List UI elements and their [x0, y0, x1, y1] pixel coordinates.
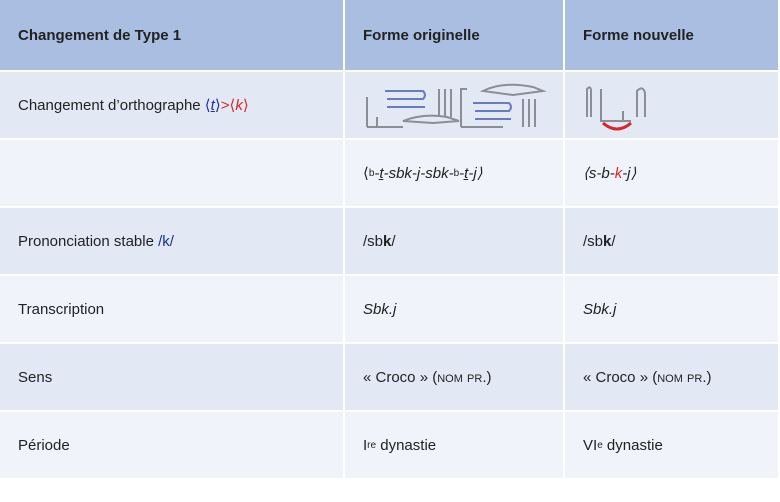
row: Changement d’orthographe ⟨ t ⟩ >⟨ k ⟩	[0, 72, 780, 140]
text: ⟩	[242, 97, 249, 114]
text: )	[706, 368, 712, 386]
cell: « Croco » (nom pr.)	[565, 344, 780, 412]
text: >⟨	[220, 97, 236, 114]
text: )	[486, 368, 492, 386]
cell: Sens	[0, 344, 345, 412]
text: e	[597, 439, 603, 451]
text: nom pr.	[657, 368, 707, 386]
text: Changement d’orthographe	[18, 96, 205, 114]
row: Prononciation stable /k/ /sb k / /sb k /	[0, 208, 780, 276]
text: Transcription	[18, 300, 105, 318]
text: ⟨	[363, 165, 369, 182]
text: b	[368, 167, 375, 179]
text: t	[210, 96, 215, 114]
cell: /sb k /	[345, 208, 565, 276]
cell	[565, 72, 780, 140]
cell: ⟨s-b-k -j⟩	[565, 140, 780, 208]
text: Période	[18, 436, 70, 454]
cell: VI e dynastie	[565, 412, 780, 480]
hieroglyphs	[586, 86, 646, 131]
cell: « Croco » (nom pr.)	[345, 344, 565, 412]
cell: Période	[0, 412, 345, 480]
text: VI	[583, 436, 598, 454]
text: ⟨s-b-	[583, 165, 615, 182]
text: ⟨	[204, 97, 211, 114]
cell: Sbk.j	[345, 276, 565, 344]
text: Sbk.j	[583, 300, 617, 318]
text: /	[611, 232, 616, 250]
header-row: Changement de Type 1 Forme originelle Fo…	[0, 0, 780, 72]
cell: ⟨ b -ṯ-sbk-j-sbk-b -ṯ-j⟩	[345, 140, 565, 208]
text: /sb	[363, 232, 384, 250]
text: -ṯ-j⟩	[459, 165, 483, 182]
cell	[345, 72, 565, 140]
text: dynastie	[602, 436, 663, 454]
text: Prononciation stable	[18, 232, 159, 250]
header-cell: Changement de Type 1	[0, 0, 345, 72]
text: ⟩	[214, 97, 221, 114]
text: -ṯ-sbk-j-sbk-	[374, 164, 454, 182]
text: /k/	[158, 232, 174, 250]
text: k	[614, 164, 623, 182]
row: Sens « Croco » (nom pr.) « Croco » (nom …	[0, 344, 780, 412]
text: re	[367, 439, 377, 451]
text: « Croco » (	[583, 368, 658, 386]
text: /	[391, 232, 396, 250]
header-cell: Forme nouvelle	[565, 0, 780, 72]
row: Transcription Sbk.j Sbk.j	[0, 276, 780, 344]
table: Changement de Type 1 Forme originelle Fo…	[0, 0, 780, 480]
text: /sb	[583, 232, 604, 250]
cell: /sb k /	[565, 208, 780, 276]
text: « Croco » (	[363, 368, 438, 386]
row: ⟨ b -ṯ-sbk-j-sbk-b -ṯ-j⟩ ⟨s-b-k -j⟩	[0, 140, 780, 208]
text: k	[603, 232, 612, 250]
cell: Sbk.j	[565, 276, 780, 344]
cell: Transcription	[0, 276, 345, 344]
cell	[0, 140, 345, 208]
text: b	[453, 167, 460, 179]
text: I	[363, 436, 368, 454]
text: Sbk.j	[363, 300, 397, 318]
cell: Changement d’orthographe ⟨ t ⟩ >⟨ k ⟩	[0, 72, 345, 140]
header-cell: Forme originelle	[345, 0, 565, 72]
text: k	[383, 232, 392, 250]
text: -j⟩	[622, 165, 637, 182]
text: nom pr.	[437, 368, 487, 386]
hieroglyphs	[366, 83, 547, 128]
cell: Prononciation stable /k/	[0, 208, 345, 276]
text: k	[235, 96, 243, 114]
text: Sens	[18, 368, 53, 386]
text: dynastie	[376, 436, 437, 454]
